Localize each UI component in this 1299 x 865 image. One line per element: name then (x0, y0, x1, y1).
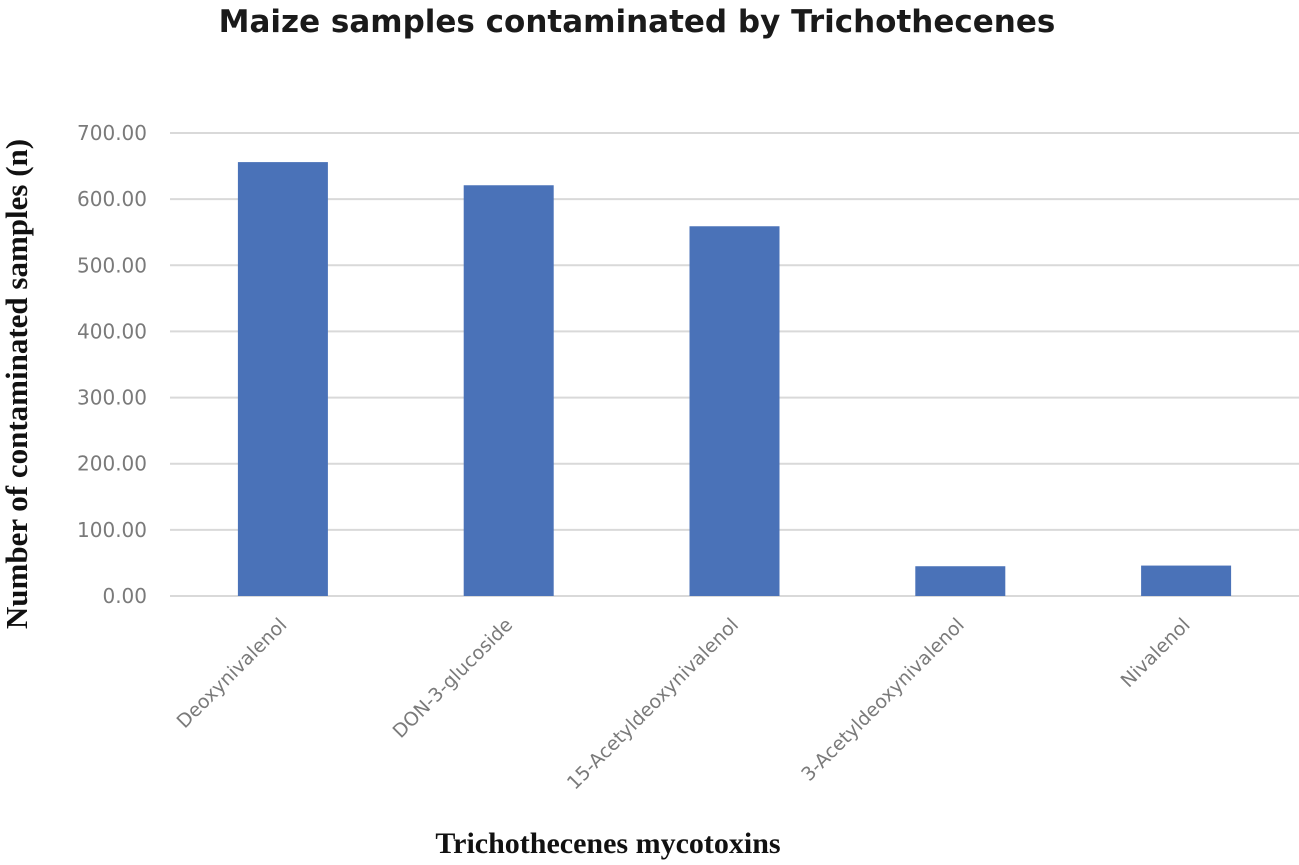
y-tick-label: 300.00 (77, 386, 147, 410)
x-tick-label: 3-Acetyldeoxynivalenol (797, 614, 969, 786)
y-tick-label: 400.00 (77, 319, 147, 343)
bars (237, 162, 1232, 597)
y-axis-ticks: 0.00 100.00 200.00 300.00 400.00 500.00 600.00… (77, 121, 147, 608)
x-tick-label: Deoxynivalenol (173, 614, 292, 733)
x-axis-ticks: Deoxynivalenol DON-3-glucoside 15-Acetylde… (173, 614, 1195, 794)
bar-3-acetyldeoxynivalenol (915, 566, 1006, 596)
y-tick-label: 500.00 (77, 253, 147, 277)
bar-don-3-glucoside (463, 185, 554, 596)
x-tick-label: DON-3-glucoside (389, 614, 518, 743)
y-tick-label: 100.00 (77, 518, 147, 542)
bar-deoxynivalenol (237, 162, 328, 597)
y-tick-label: 200.00 (77, 452, 147, 476)
y-tick-label: 700.00 (77, 121, 147, 145)
chart-title: Maize samples contaminated by Trichothec… (219, 4, 1056, 40)
bar-15-acetyldeoxynivalenol (689, 226, 780, 597)
x-tick-label: 15-Acetyldeoxynivalenol (563, 614, 743, 794)
x-tick-label: Nivalenol (1117, 614, 1195, 692)
y-axis-label: Number of contaminated samples (n) (0, 139, 34, 629)
y-tick-label: 600.00 (77, 187, 147, 211)
bar-nivalenol (1141, 565, 1232, 596)
x-axis-label: Trichothecenes mycotoxins (435, 827, 780, 860)
y-tick-label: 0.00 (102, 584, 147, 608)
